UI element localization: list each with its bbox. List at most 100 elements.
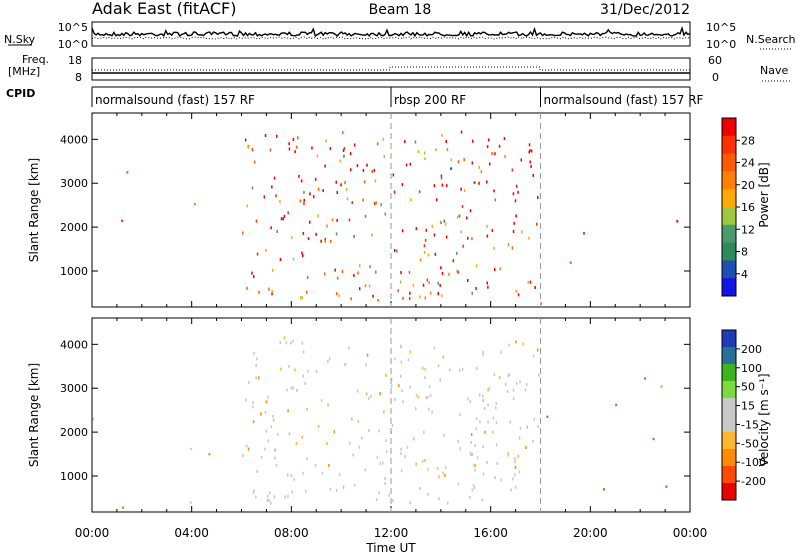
range-gate-cell: [446, 184, 448, 188]
range-gate-cell: [487, 403, 489, 407]
range-gate-cell: [425, 228, 428, 232]
range-gate-cell: [299, 199, 302, 203]
range-gate-cell: [443, 433, 445, 437]
range-gate-cell: [290, 386, 293, 390]
range-gate-cell: [303, 191, 305, 194]
range-gate-cell: [660, 385, 663, 388]
range-gate-cell: [304, 381, 307, 385]
range-gate-cell: [338, 473, 341, 477]
range-gate-cell: [493, 246, 495, 250]
range-gate-cell: [424, 459, 426, 462]
range-gate-cell: [258, 376, 260, 380]
range-gate-cell: [397, 289, 399, 293]
range-gate-cell: [336, 218, 338, 222]
range-gate-cell: [603, 488, 605, 491]
range-gate-cell: [208, 453, 211, 456]
range-gate-cell: [302, 471, 304, 475]
colorbar-swatch: [722, 171, 736, 190]
range-gate-cell: [437, 364, 440, 368]
range-gate-cell: [508, 343, 510, 347]
range-gate-cell: [475, 286, 477, 290]
range-gate-cell: [439, 283, 441, 287]
range-gate-cell: [272, 268, 274, 272]
range-gate-cell: [515, 184, 518, 188]
range-gate-cell: [475, 367, 478, 370]
range-gate-cell: [459, 413, 461, 417]
range-gate-cell: [515, 214, 517, 218]
nave-trace: [92, 66, 690, 71]
range-gate-cell: [368, 429, 370, 432]
range-gate-cell: [536, 348, 539, 352]
range-gate-cell: [371, 170, 373, 173]
range-gate-cell: [436, 467, 439, 470]
range-gate-cell: [537, 425, 539, 429]
range-gate-cell: [489, 162, 491, 166]
range-gate-cell: [676, 220, 679, 223]
range-gate-cell: [339, 159, 341, 163]
range-gate-cell: [472, 139, 474, 143]
range-gate-cell: [442, 471, 444, 475]
range-gate-cell: [283, 214, 286, 218]
colorbar-swatch: [722, 189, 736, 208]
range-gate-cell: [327, 360, 329, 364]
range-gate-cell: [335, 232, 338, 236]
range-gate-cell: [391, 424, 394, 427]
range-gate-cell: [303, 198, 305, 202]
range-gate-cell: [498, 144, 501, 148]
range-gate-cell: [271, 185, 273, 189]
range-gate-cell: [512, 192, 515, 196]
range-gate-cell: [514, 460, 516, 464]
range-gate-cell: [327, 403, 329, 407]
range-gate-cell: [529, 149, 531, 152]
range-gate-cell: [292, 339, 294, 343]
time-tick-label: 20:00: [573, 526, 608, 540]
range-gate-cell: [375, 270, 377, 274]
nsky-left-tick-bottom: 10^0: [58, 38, 88, 51]
range-gate-cell: [461, 205, 464, 208]
range-gate-cell: [410, 198, 412, 202]
range-gate-cell: [252, 420, 255, 424]
range-gate-cell: [433, 346, 436, 350]
y-tick-label: 3000: [60, 382, 88, 395]
range-gate-cell: [263, 195, 266, 199]
range-gate-cell: [252, 405, 254, 409]
range-gate-cell: [296, 388, 298, 392]
velocity-ylabel: Slant Range [km]: [27, 363, 41, 467]
range-gate-cell: [522, 342, 524, 346]
range-gate-cell: [344, 363, 346, 366]
range-gate-cell: [272, 414, 274, 418]
range-gate-cell: [328, 357, 331, 361]
range-gate-cell: [297, 136, 299, 140]
range-gate-cell: [286, 388, 288, 392]
range-gate-cell: [394, 357, 396, 361]
range-gate-cell: [475, 427, 478, 431]
range-gate-cell: [382, 461, 384, 465]
range-gate-cell: [336, 292, 338, 296]
range-gate-cell: [427, 467, 429, 471]
range-gate-cell: [424, 296, 426, 300]
range-gate-cell: [357, 419, 360, 423]
range-gate-cell: [406, 445, 409, 449]
range-gate-cell: [471, 488, 474, 492]
range-gate-cell: [392, 499, 394, 503]
range-gate-cell: [338, 294, 340, 298]
range-gate-cell: [305, 489, 307, 493]
range-gate-cell: [247, 447, 250, 451]
range-gate-cell: [424, 238, 427, 242]
range-gate-cell: [287, 211, 289, 215]
range-gate-cell: [300, 296, 302, 300]
range-gate-cell: [429, 394, 432, 398]
range-gate-cell: [491, 430, 494, 434]
range-gate-cell: [264, 447, 266, 451]
range-gate-cell: [300, 179, 303, 183]
range-gate-cell: [265, 248, 267, 252]
range-gate-cell: [507, 453, 509, 457]
range-gate-cell: [474, 468, 476, 472]
range-gate-cell: [189, 501, 192, 504]
range-gate-cell: [425, 396, 427, 400]
range-gate-cell: [271, 289, 273, 293]
range-gate-cell: [486, 234, 489, 238]
range-gate-cell: [487, 388, 489, 392]
range-gate-cell: [333, 430, 335, 434]
range-gate-cell: [433, 184, 436, 188]
